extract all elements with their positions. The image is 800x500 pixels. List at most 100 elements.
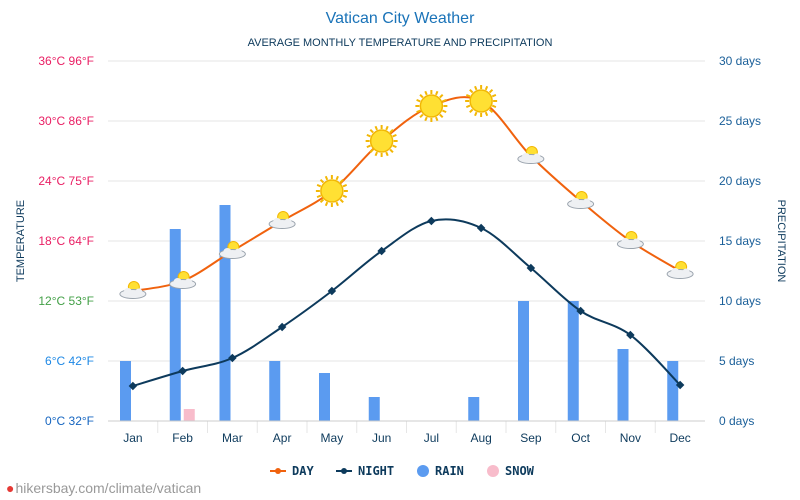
sun-icon: [365, 125, 398, 157]
legend-marker: [341, 468, 347, 474]
rain-bar: [368, 397, 380, 421]
sun-ray: [439, 93, 444, 99]
sun-icon: [315, 175, 348, 207]
x-tick-label: Jul: [424, 431, 439, 445]
legend-marker: [417, 465, 429, 477]
night-point: [626, 330, 635, 340]
cloud-puff: [583, 198, 591, 206]
grid-lines: [108, 60, 705, 433]
legend-item: SNOW: [487, 464, 535, 478]
x-tick-label: Oct: [571, 431, 590, 445]
rain-bar: [617, 349, 629, 421]
sun-ray: [435, 116, 439, 122]
sun-ray: [469, 88, 474, 94]
partly-cloudy-icon: [517, 146, 545, 164]
cloud-puff: [173, 278, 182, 286]
legend: DAY NIGHT RAIN SNOW: [270, 464, 535, 478]
rain-bar: [219, 205, 231, 421]
sun-ray: [319, 198, 325, 204]
cloud-puff: [234, 248, 242, 256]
night-point: [228, 353, 237, 363]
night-point: [128, 381, 138, 391]
left-tick-label: 0°C 32°F: [45, 414, 94, 428]
sun-ray: [316, 194, 322, 199]
sun-ray: [392, 144, 397, 149]
cloud-puff: [621, 238, 630, 246]
right-tick-label: 10 days: [719, 294, 761, 308]
right-tick-label: 30 days: [719, 54, 761, 68]
cloud-puff: [123, 288, 132, 296]
partly-cloudy-icon: [567, 191, 595, 209]
sun-disc: [419, 94, 444, 118]
sun-ray: [369, 128, 374, 134]
partly-cloudy-icon: [666, 261, 694, 279]
sun-ray: [339, 178, 344, 184]
sun-ray: [374, 125, 378, 131]
x-tick-label: Dec: [669, 431, 690, 445]
sun-ray: [491, 104, 497, 109]
sun-ray: [442, 98, 447, 103]
rain-bar: [667, 361, 679, 421]
right-tick-label: 25 days: [719, 114, 761, 128]
location-pin-icon: ●: [6, 480, 15, 496]
cloud-puff: [571, 198, 580, 206]
sun-ray: [324, 175, 329, 181]
sun-ray: [474, 85, 478, 91]
rain-bar: [468, 397, 480, 421]
night-point: [377, 246, 386, 256]
sun-ray: [389, 128, 394, 134]
legend-label: NIGHT: [358, 464, 394, 478]
rain-bar: [319, 373, 330, 421]
partly-cloudy-icon: [268, 211, 296, 229]
sun-ray: [435, 90, 439, 96]
x-tick-label: Feb: [172, 431, 193, 445]
snow-bar: [183, 409, 195, 421]
right-tick-label: 15 days: [719, 234, 761, 248]
rain-bar: [120, 361, 131, 421]
x-tick-label: Jun: [372, 431, 391, 445]
sun-icon: [465, 85, 498, 117]
axes: 0°C 32°F 6°C 42°F 12°C 53°F 18°C 64°F 24°C 7…: [15, 54, 787, 445]
left-tick-label: 30°C 86°F: [38, 114, 94, 128]
sun-ray: [484, 111, 489, 117]
sun-icon: [415, 90, 448, 122]
legend-marker: [487, 465, 499, 477]
night-point: [526, 263, 536, 273]
sun-ray: [416, 109, 421, 114]
source-url: hikersbay.com/climate/vatican: [15, 480, 202, 496]
sun-ray: [442, 109, 447, 114]
rain-bar: [269, 361, 281, 421]
temperature-lines: [128, 96, 685, 391]
source-link[interactable]: ●hikersbay.com/climate/vatican: [6, 480, 201, 496]
sun-ray: [424, 116, 428, 122]
legend-item: NIGHT: [336, 464, 394, 478]
cloud-puff: [682, 268, 690, 276]
x-tick-label: Mar: [222, 431, 243, 445]
sun-ray: [416, 98, 421, 103]
sun-ray: [324, 201, 329, 207]
legend-item: RAIN: [417, 464, 464, 478]
legend-label: RAIN: [435, 464, 464, 478]
sun-ray: [484, 85, 489, 91]
night-point: [277, 322, 287, 332]
partly-cloudy-icon: [616, 231, 644, 249]
cloud-puff: [273, 218, 282, 226]
sun-ray: [469, 108, 474, 114]
left-tick-label: 12°C 53°F: [38, 294, 94, 308]
cloud-puff: [185, 278, 193, 286]
x-tick-label: Aug: [470, 431, 491, 445]
sun-ray: [366, 144, 371, 149]
legend-item: DAY: [270, 464, 314, 478]
sun-ray: [335, 175, 339, 181]
night-point: [327, 286, 337, 296]
day-temperature-line: [132, 96, 681, 292]
partly-cloudy-icon: [119, 281, 147, 299]
sun-ray: [392, 133, 397, 138]
sun-ray: [419, 113, 424, 119]
sun-ray: [491, 93, 497, 98]
cloud-puff: [135, 288, 143, 296]
left-tick-label: 18°C 64°F: [38, 234, 94, 248]
sun-disc: [469, 89, 493, 113]
left-tick-label: 6°C 42°F: [45, 354, 94, 368]
sun-ray: [385, 125, 389, 131]
